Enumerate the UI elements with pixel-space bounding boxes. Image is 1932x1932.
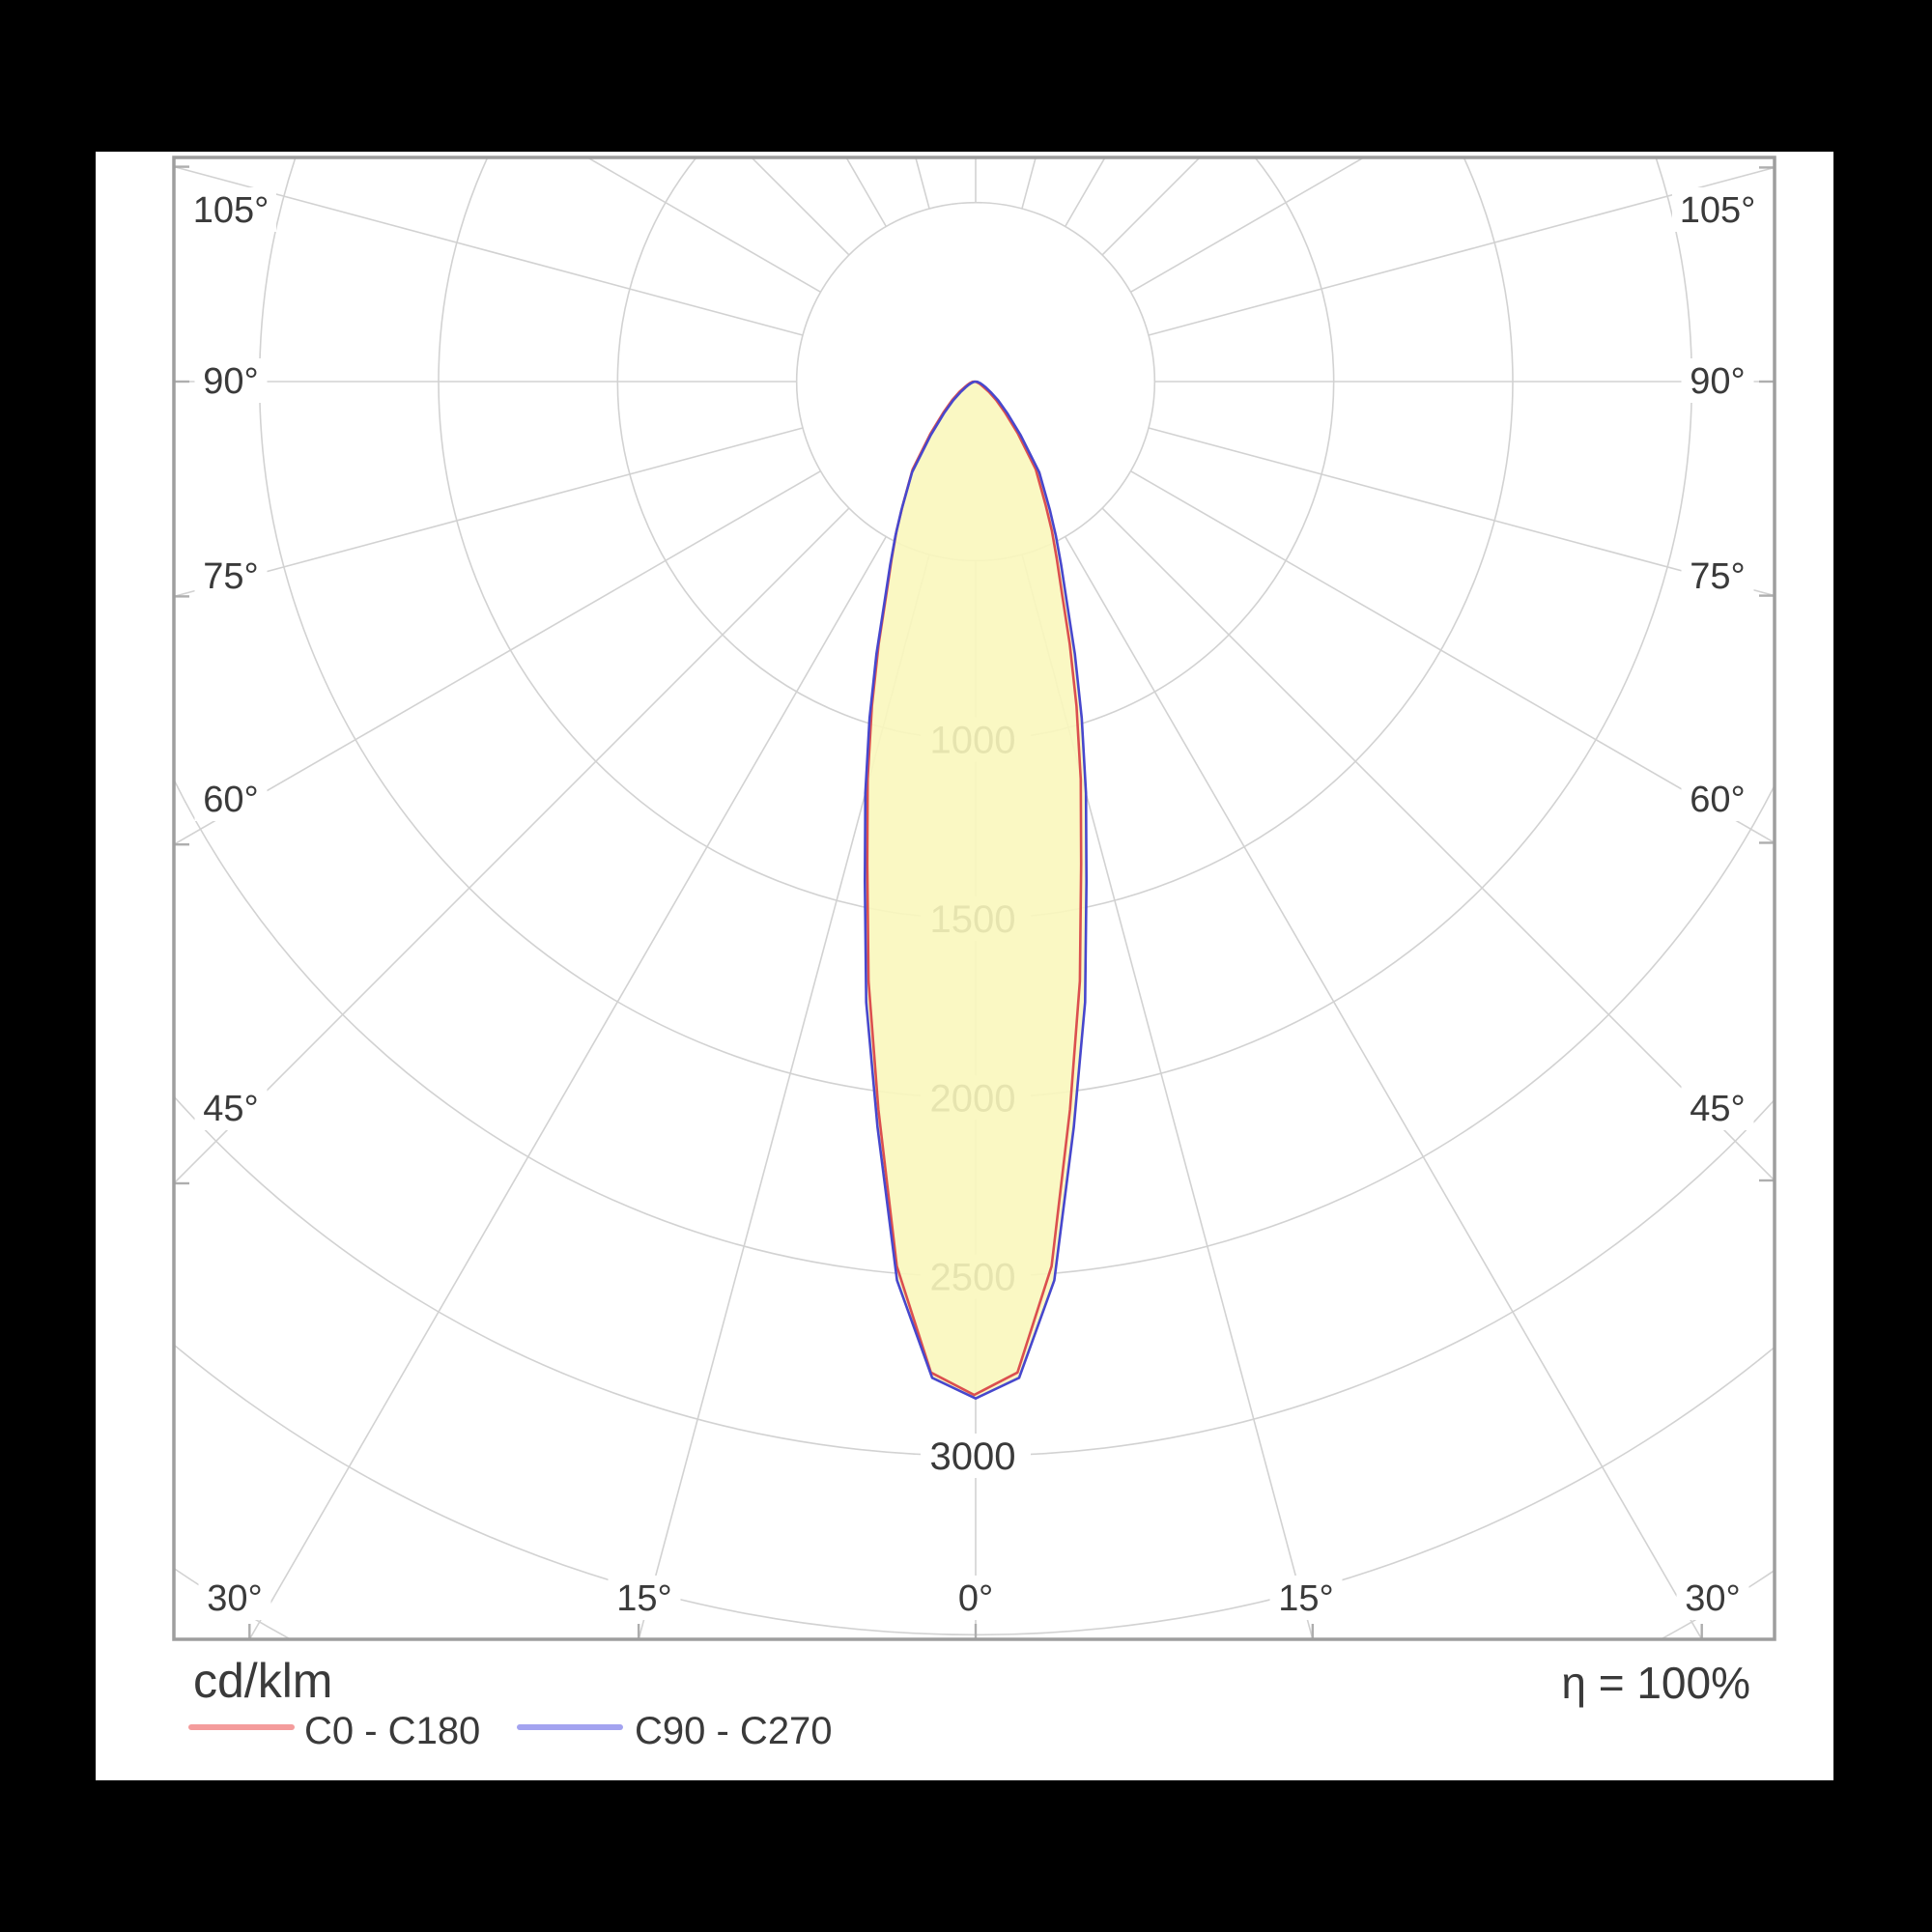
legend-label-c90-c270: C90 - C270 — [635, 1710, 833, 1752]
legend-swatch-c90-c270 — [517, 1724, 623, 1730]
angle-label-right-90°-bg — [1681, 358, 1754, 403]
grid-ray-75 — [1148, 427, 1775, 597]
angle-label-bottom-2-0°: 0° — [958, 1578, 993, 1619]
angle-label-left-90°: 90° — [203, 361, 258, 402]
angle-label-left-45°: 45° — [203, 1089, 258, 1129]
unit-label: cd/klm — [193, 1654, 332, 1708]
frame-ticks — [174, 165, 1775, 1639]
curve-c90-c270 — [863, 380, 1089, 1401]
grid-ray-285 — [174, 427, 804, 598]
beam-distribution — [863, 380, 1089, 1401]
grid-ray-30 — [1064, 536, 1703, 1639]
grid-ray-105 — [1148, 166, 1775, 336]
angle-label-left-105°-bg — [185, 187, 276, 232]
angle-label-bottom-0-30°: 30° — [207, 1578, 262, 1619]
grid-ray-15 — [1021, 554, 1314, 1639]
plot-frame — [172, 156, 1776, 1641]
beam-fill — [865, 382, 1087, 1399]
angle-label-right-60°-bg — [1681, 777, 1754, 821]
angle-label-bottom-3-15°-bg — [1269, 1576, 1343, 1620]
angle-label-bottom-0-30°-bg — [198, 1576, 271, 1620]
angle-label-left-105°: 105° — [193, 190, 270, 231]
efficiency-label: η = 100% — [1561, 1658, 1750, 1708]
angle-label-right-90°: 90° — [1690, 361, 1745, 402]
angle-label-bottom-3-15°: 15° — [1278, 1578, 1333, 1619]
grid-ray-60 — [1130, 469, 1775, 844]
angle-label-left-60°-bg — [194, 777, 268, 821]
grid-ray-45 — [1101, 507, 1775, 1182]
angle-label-right-60°: 60° — [1690, 780, 1745, 820]
angle-label-left-45°-bg — [194, 1086, 268, 1130]
grid-ray-300 — [174, 469, 821, 846]
angle-label-bottom-1-15°-bg — [608, 1576, 681, 1620]
angle-label-bottom-4-30°-bg — [1676, 1576, 1749, 1620]
grid-ray-330 — [248, 536, 888, 1639]
ring-value-label-bg — [921, 1434, 1031, 1479]
angle-label-right-45°-bg — [1681, 1086, 1754, 1130]
angle-labels: 105° 90° 75° 60° 45° 105° 90° 75° 60° 45° 30° 15° 0°… — [185, 187, 1763, 1620]
angle-label-right-75°-bg — [1681, 554, 1754, 598]
angle-label-bottom-2-0°-bg — [949, 1576, 1003, 1620]
grid-ray-315 — [174, 507, 850, 1185]
angle-label-left-75°-bg — [194, 554, 268, 598]
angle-label-right-75°: 75° — [1690, 556, 1745, 597]
angle-label-right-105°-bg — [1672, 187, 1763, 232]
legend-label-c0-c180: C0 - C180 — [304, 1710, 480, 1752]
angle-label-bottom-1-15°: 15° — [616, 1578, 671, 1619]
grid-ray-345 — [638, 554, 930, 1639]
legend: C0 - C180 C90 - C270 — [188, 1710, 833, 1752]
legend-swatch-c0-c180 — [188, 1724, 295, 1730]
angle-label-left-60°: 60° — [203, 780, 258, 820]
angle-label-bottom-4-30°: 30° — [1685, 1578, 1740, 1619]
angle-label-left-75°: 75° — [203, 556, 258, 597]
angle-label-left-90°-bg — [194, 358, 268, 403]
grid-ray-255 — [174, 165, 804, 336]
angle-label-right-45°: 45° — [1690, 1089, 1745, 1129]
footer: cd/klm η = 100% C0 - C180 C90 - C270 — [188, 1654, 1750, 1752]
ring-value-label-3000: 3000 — [930, 1435, 1016, 1478]
angle-label-right-105°: 105° — [1680, 190, 1756, 231]
